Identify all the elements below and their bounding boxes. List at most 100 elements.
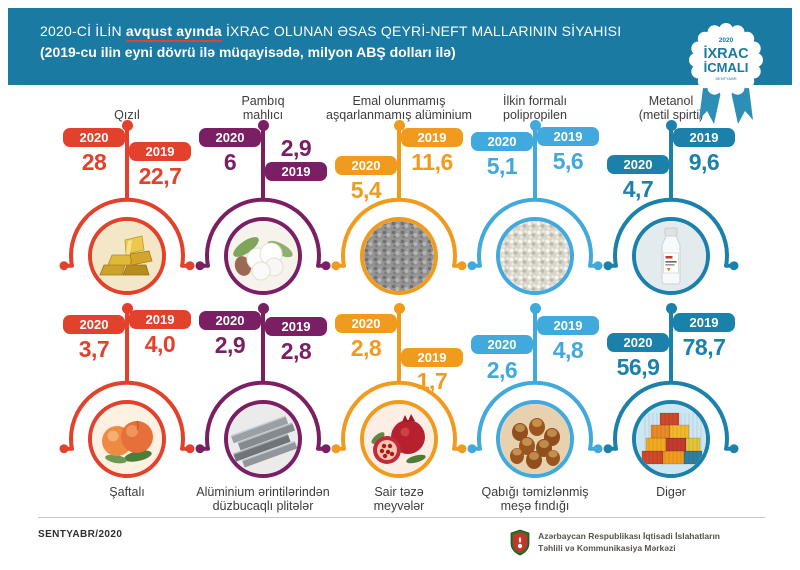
item-label: Sair təzə meyvələr <box>373 485 425 513</box>
polypropylene-granules-image <box>500 221 570 291</box>
circle-zone <box>59 380 195 478</box>
item-shaftali: 2020 3,7 2019 4,0 <box>59 303 195 513</box>
pomegranates-image <box>364 404 434 474</box>
flags: 2020 4,7 2019 9,6 <box>603 120 739 202</box>
items-grid: Qızıl 2020 28 2019 22,7 <box>59 88 739 513</box>
year-2019-label: 2019 <box>553 318 583 333</box>
stem-dot <box>393 120 405 131</box>
year-2019-label: 2019 <box>145 312 175 327</box>
flags: 2020 28 2019 22,7 <box>59 120 195 200</box>
year-2020-flag: 2020 <box>471 335 533 354</box>
stem-line <box>397 309 401 383</box>
year-2020-flag: 2020 <box>63 128 125 147</box>
item-label: Qabığı təmizlənmiş meşə fındığı <box>481 485 589 513</box>
page-subtitle: (2019-cu ilin eyni dövrü ilə müqayisədə,… <box>40 44 456 60</box>
item-metanol: Metanol (metil spirti) 2020 4,7 2019 9,6 <box>603 88 739 295</box>
value-2020: 2,6 <box>486 357 518 383</box>
badge-word1: İXRAC <box>703 45 749 62</box>
flags: 2020 3,7 2019 4,0 <box>59 303 195 383</box>
year-2019-flag: 2019 <box>265 162 327 181</box>
year-2019-flag: 2019 <box>673 313 735 332</box>
item-polipropilen: İlkin formalı polipropilen 2020 5,1 2019… <box>467 88 603 295</box>
org-logo <box>510 529 530 556</box>
circle-zone <box>195 197 331 295</box>
stem-dot <box>665 303 677 314</box>
stem-line <box>397 126 401 200</box>
aluminium-plates-image <box>228 404 298 474</box>
year-2020-flag: 2020 <box>335 314 397 333</box>
title-prefix: 2020-Cİ İLİN <box>40 23 122 39</box>
footer-date: SENTYABR/2020 <box>38 529 123 540</box>
item-diger: 2020 56,9 2019 78,7 <box>603 303 739 513</box>
flags: 2020 6 2019 2,9 <box>195 120 331 200</box>
stem-dot <box>529 303 541 314</box>
year-2020-label: 2020 <box>79 317 109 332</box>
year-2019-label: 2019 <box>689 315 719 330</box>
year-2019-flag: 2019 <box>673 128 735 147</box>
item-label: Digər <box>656 485 686 499</box>
stem-line <box>533 309 537 383</box>
stem-dot <box>121 303 133 314</box>
stem-line <box>261 309 265 383</box>
year-2020-flag: 2020 <box>63 315 125 334</box>
seal-face <box>695 29 757 91</box>
item-label: Qızıl <box>114 108 140 122</box>
flags: 2020 2,8 2019 1,7 <box>331 303 467 394</box>
omega-arc <box>331 197 467 271</box>
year-2020-label: 2020 <box>351 158 381 173</box>
year-2020-label: 2020 <box>623 157 653 172</box>
circle-zone <box>331 197 467 295</box>
stem-line <box>261 126 265 200</box>
value-2019: 22,7 <box>138 163 182 189</box>
year-2019-label: 2019 <box>417 350 447 365</box>
stem-dot <box>393 303 405 314</box>
year-2020-flag: 2020 <box>471 132 533 151</box>
omega-arc <box>467 380 603 454</box>
item-label: İlkin formalı polipropilen <box>503 94 567 122</box>
omega-arc <box>331 380 467 454</box>
title-suffix: İXRAC OLUNAN ƏSAS QEYRİ-NEFT MALLARININ … <box>225 23 622 39</box>
stem-dot <box>121 120 133 131</box>
product-circle <box>632 400 710 478</box>
year-2019-flag: 2019 <box>129 310 191 329</box>
year-2019-flag: 2019 <box>265 317 327 336</box>
item-sair-teze-meyveler: 2020 2,8 2019 1,7 <box>331 303 467 513</box>
org-name: Azərbaycan Respublikası İqtisadi İslahat… <box>538 531 720 553</box>
gold-bars-image <box>92 221 162 291</box>
item-label: Pambıq mahlıcı <box>241 94 285 122</box>
hazelnuts-image <box>500 404 570 474</box>
value-2020: 6 <box>223 149 237 175</box>
item-aluminium: Emal olunmamış aşqarlanmamış alüminium 2… <box>326 88 472 295</box>
year-2019-flag: 2019 <box>537 316 599 335</box>
omega-arc <box>195 197 331 271</box>
value-2020: 3,7 <box>78 336 110 362</box>
value-2019: 78,7 <box>682 334 726 360</box>
stem-line <box>669 126 673 200</box>
year-2020-flag: 2020 <box>607 333 669 352</box>
value-2020: 2,8 <box>350 335 382 361</box>
year-2020-flag: 2020 <box>607 155 669 174</box>
stem-line <box>125 309 129 383</box>
title-highlight: avqust ayında <box>125 23 222 42</box>
product-circle <box>496 217 574 295</box>
footer: SENTYABR/2020 Azərbaycan Respublikası İq… <box>38 517 765 556</box>
cotton-image <box>228 221 298 291</box>
year-2019-label: 2019 <box>553 129 583 144</box>
year-2020-label: 2020 <box>215 130 245 145</box>
export-review-badge: 2020 İXRAC İCMALI SENTYABR <box>689 23 763 124</box>
value-2020: 4,7 <box>622 176 654 202</box>
item-label: Metanol (metil spirti) <box>638 94 704 122</box>
stem-line <box>125 126 129 200</box>
value-2020: 5,4 <box>350 177 382 203</box>
stem-dot <box>665 120 677 131</box>
year-2019-flag: 2019 <box>401 348 463 367</box>
methanol-bottle-image <box>636 221 706 291</box>
badge-year: 2020 <box>719 37 734 44</box>
year-2020-label: 2020 <box>351 316 381 331</box>
containers-image <box>636 404 706 474</box>
peaches-image <box>92 404 162 474</box>
item-mese-findigi: 2020 2,6 2019 4,8 <box>467 303 603 513</box>
year-2019-flag: 2019 <box>129 142 191 161</box>
value-2020: 5,1 <box>486 153 518 179</box>
